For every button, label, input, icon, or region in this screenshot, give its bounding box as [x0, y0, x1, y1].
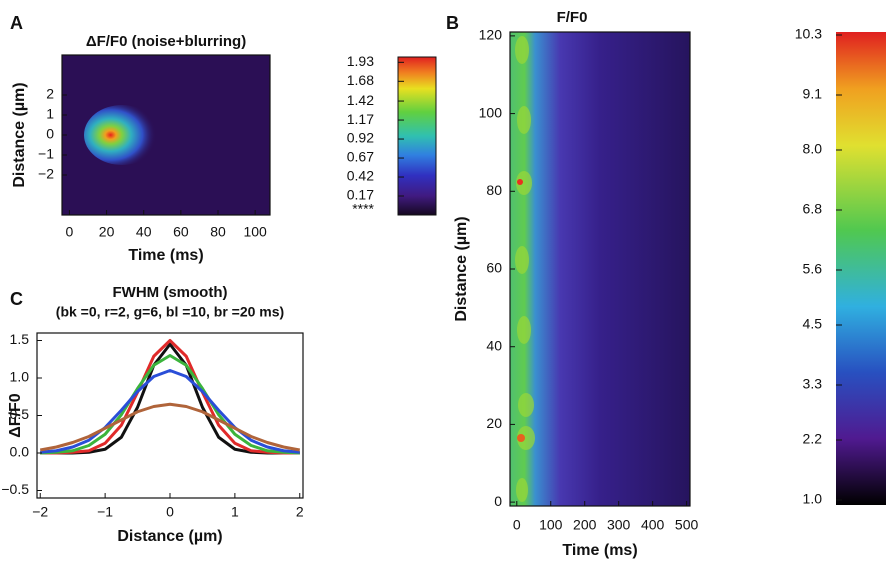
colorbar-tick-label: 1.68: [347, 72, 374, 88]
plot-frame: [36, 332, 304, 499]
colorbar: [397, 56, 437, 216]
chart-subtitle: (bk =0, r=2, g=6, bl =10, br =20 ms): [56, 304, 284, 320]
colorbar-tick-label: 1.93: [347, 53, 374, 69]
y-tick-label: 0: [494, 493, 502, 509]
y-tick-label: −1: [38, 146, 54, 162]
colorbar-tick-label: 10.3: [795, 26, 822, 42]
x-tick-label: 500: [675, 517, 699, 533]
colorbar-tick-label: 8.0: [803, 141, 823, 157]
x-tick-label: 0: [166, 504, 174, 520]
colorbar: [836, 32, 886, 505]
line-series: [40, 339, 300, 455]
colorbar-tick-label: 1.42: [347, 92, 374, 108]
x-tick-label: 300: [607, 517, 631, 533]
chart-title: FWHM (smooth): [113, 284, 228, 301]
panel-label: A: [10, 13, 23, 33]
heatmap-spot: [517, 179, 523, 185]
chart-title: F/F0: [557, 9, 588, 26]
x-tick-label: 100: [243, 224, 267, 240]
y-tick-label: −2: [38, 166, 54, 182]
y-tick-label: 2: [46, 86, 54, 102]
heatmap-blob: [84, 105, 160, 165]
y-tick-label: 0.5: [10, 406, 30, 422]
x-tick-label: 400: [641, 517, 665, 533]
colorbar-tick-label: 2.2: [803, 431, 823, 447]
x-axis-label: Time (ms): [128, 247, 203, 264]
colorbar-tick-label: 1.17: [347, 111, 374, 127]
colorbar-tick-label: 9.1: [803, 86, 823, 102]
x-tick-label: 60: [173, 224, 189, 240]
colorbar-bottom-label: ****: [352, 201, 374, 217]
x-tick-label: 200: [573, 517, 597, 533]
line-series: [40, 342, 300, 455]
x-axis-label: Time (ms): [562, 542, 637, 559]
x-tick-label: 0: [66, 224, 74, 240]
x-tick-label: −1: [97, 504, 113, 520]
x-tick-label: 80: [210, 224, 226, 240]
panel-label: B: [446, 13, 459, 33]
y-axis-label: Distance (µm): [453, 216, 470, 321]
y-tick-label: 120: [479, 27, 503, 43]
y-tick-label: 100: [479, 104, 503, 120]
y-tick-label: −0.5: [1, 481, 29, 497]
x-tick-label: 40: [136, 224, 152, 240]
colorbar-tick-label: 0.92: [347, 130, 374, 146]
colorbar-tick-label: 6.8: [803, 201, 823, 217]
heatmap-spots: [515, 36, 535, 502]
heatmap-image: [510, 32, 690, 506]
colorbar-tick-label: 0.67: [347, 149, 374, 165]
y-tick-label: 0.0: [10, 444, 30, 460]
panel-label: C: [10, 289, 23, 309]
y-tick-label: 0: [46, 126, 54, 142]
x-axis-label: Distance (µm): [117, 528, 222, 545]
y-tick-label: 60: [486, 260, 502, 276]
colorbar-tick-label: 0.17: [347, 187, 374, 203]
x-tick-label: 2: [296, 504, 304, 520]
y-tick-label: 1.0: [10, 369, 30, 385]
colorbar-tick-label: 3.3: [803, 376, 823, 392]
x-tick-label: 0: [513, 517, 521, 533]
colorbar-tick-label: 0.42: [347, 168, 374, 184]
colorbar-tick-label: 4.5: [803, 316, 823, 332]
x-tick-label: 100: [539, 517, 563, 533]
y-axis-label: Distance (µm): [11, 82, 28, 187]
line-series: [40, 369, 300, 454]
y-tick-label: 20: [486, 415, 502, 431]
line-series: [40, 354, 300, 455]
y-tick-label: 1: [46, 106, 54, 122]
y-tick-label: 80: [486, 182, 502, 198]
x-tick-label: −2: [32, 504, 48, 520]
y-axis-label: ΔF/F0: [7, 393, 24, 437]
y-tick-label: 1.5: [10, 331, 30, 347]
x-tick-label: 20: [99, 224, 115, 240]
colorbar-tick-label: 1.0: [803, 491, 823, 507]
colorbar-tick-label: 5.6: [803, 261, 823, 277]
chart-title: ΔF/F0 (noise+blurring): [86, 33, 246, 50]
x-tick-label: 1: [231, 504, 239, 520]
heatmap-spot: [517, 434, 525, 442]
y-tick-label: 40: [486, 337, 502, 353]
line-series: [39, 402, 301, 452]
